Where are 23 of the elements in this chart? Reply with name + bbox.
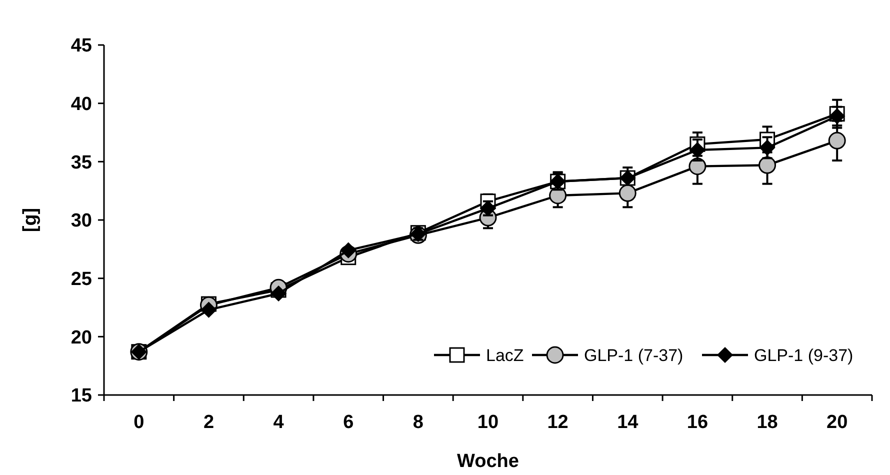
x-tick-label: 6 [343, 412, 354, 433]
x-tick-label: 8 [412, 412, 424, 433]
y-tick-label: 40 [70, 94, 92, 115]
x-axis-title: Woche [457, 451, 519, 472]
y-tick-label: 25 [70, 268, 92, 290]
y-tick-label: 35 [70, 152, 92, 174]
x-tick-label: 16 [686, 412, 708, 433]
x-tick-label: 10 [477, 412, 499, 433]
y-tick-label: 30 [70, 210, 92, 232]
y-tick-label: 15 [70, 386, 92, 407]
x-tick-label: 2 [203, 412, 214, 433]
x-tick-label: 0 [134, 412, 144, 433]
y-tick-label: 45 [70, 36, 92, 57]
x-tick-label: 12 [547, 412, 568, 433]
x-tick-label: 20 [826, 412, 848, 433]
y-tick-label: 20 [70, 327, 92, 348]
x-tick-label: 18 [756, 412, 778, 433]
legend-label: LacZ [486, 346, 524, 365]
y-axis-title: [g] [20, 208, 41, 232]
legend-label: GLP-1 (7-37) [584, 346, 684, 365]
x-tick-label: 14 [617, 412, 639, 433]
legend-label: GLP-1 (9-37) [754, 346, 854, 365]
x-tick-label: 4 [273, 412, 284, 433]
